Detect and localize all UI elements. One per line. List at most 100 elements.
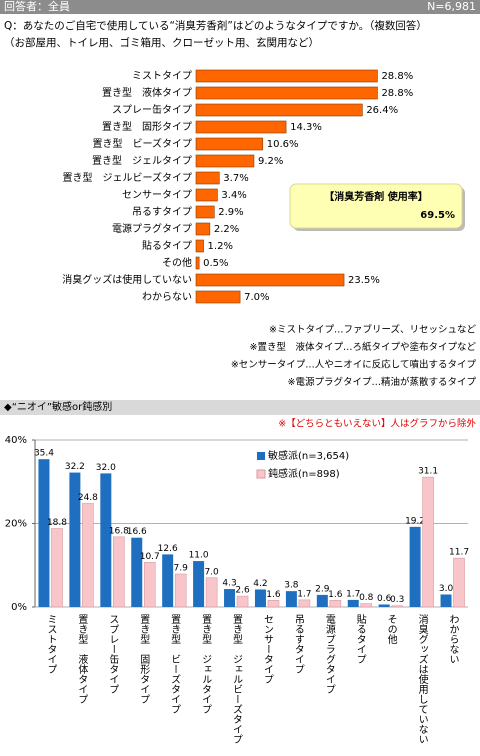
value-label: 28.8%	[381, 88, 413, 99]
legend-swatch	[256, 469, 266, 479]
value-label: 16.8	[109, 526, 129, 536]
bar	[267, 600, 280, 608]
bar	[195, 188, 218, 202]
sample-size: N=6,981	[427, 0, 476, 13]
category-label: センサータイプ	[122, 189, 192, 201]
bar	[38, 459, 50, 607]
value-label: 10.7	[140, 552, 160, 562]
x-tick-label: 消臭グッズは使用していない	[416, 613, 428, 744]
x-tick-label: 電源プラグタイプ	[323, 614, 335, 694]
bar	[195, 290, 241, 304]
value-label: 12.6	[158, 544, 178, 554]
category-label: ミストタイプ	[132, 70, 192, 82]
header-bar	[0, 0, 480, 14]
value-label: 3.0	[439, 584, 454, 594]
bar	[224, 589, 236, 607]
bar	[453, 557, 465, 608]
bar	[195, 86, 378, 100]
bar	[378, 604, 390, 607]
x-tick-label: 貼るタイプ	[354, 613, 366, 664]
value-label: 0.6	[377, 594, 392, 604]
bar	[193, 561, 205, 607]
bar	[195, 273, 345, 287]
bar	[422, 476, 434, 608]
bar	[131, 537, 143, 607]
value-label: 11.7	[449, 548, 469, 558]
y-tick-label: 20%	[5, 519, 27, 530]
value-label: 19.2	[405, 516, 425, 526]
value-label: 16.6	[127, 527, 147, 537]
bar	[195, 69, 378, 83]
y-tick-label: 40%	[5, 435, 27, 446]
bar	[236, 595, 249, 608]
legend-label: 敏感派(n=3,654)	[268, 449, 349, 462]
bar	[347, 599, 359, 607]
section-bar	[0, 400, 480, 415]
value-label: 35.4	[34, 449, 54, 459]
bar	[195, 154, 255, 168]
value-label: 2.9%	[218, 207, 243, 218]
bar	[51, 528, 63, 608]
value-label: 4.3	[222, 579, 236, 589]
bar	[143, 562, 156, 608]
value-label: 32.2	[65, 462, 85, 472]
value-label: 28.8%	[381, 71, 413, 82]
value-label: 0.3	[390, 595, 404, 605]
respondents: 回答者：全員	[4, 0, 70, 13]
bar	[298, 599, 311, 608]
bar	[195, 137, 264, 151]
value-label: 2.6	[235, 586, 250, 596]
bar	[195, 120, 287, 134]
x-tick-label: ミストタイプ	[45, 614, 57, 674]
value-label: 7.9	[174, 564, 189, 574]
value-label: 18.8	[47, 518, 67, 528]
bar	[316, 594, 328, 607]
value-label: 1.6	[328, 590, 343, 600]
bar	[195, 239, 204, 253]
bar	[100, 473, 112, 607]
value-label: 3.8	[284, 581, 299, 591]
category-label: その他	[162, 256, 192, 269]
value-label: 23.5%	[348, 275, 380, 286]
value-label: 0.5%	[203, 258, 228, 269]
value-label: 2.9	[315, 584, 330, 594]
value-label: 3.7%	[223, 173, 248, 184]
value-label: 14.3%	[290, 122, 322, 133]
x-tick-label: 置き型 ジェルビーズタイプ	[231, 614, 243, 744]
legend-label: 鈍感派(n=898)	[268, 467, 340, 480]
value-label: 4.2	[253, 579, 267, 589]
x-tick-label: スプレー缶タイプ	[107, 614, 119, 694]
x-tick-label: 置き型 ジェルタイプ	[200, 614, 212, 714]
x-tick-label: 吊るすタイプ	[292, 614, 304, 674]
value-label: 11.0	[189, 551, 209, 561]
bar	[174, 573, 187, 608]
footnote: ※電源プラグタイプ…精油が蒸散するタイプ	[288, 376, 477, 388]
category-label: 置き型 ジェルタイプ	[92, 154, 192, 167]
footnote: ※ミストタイプ…ファブリーズ、リセッシュなど	[269, 324, 476, 336]
category-label: 置き型 ジェルビーズタイプ	[63, 171, 193, 184]
bar	[195, 222, 211, 236]
bar	[195, 205, 215, 219]
bar	[113, 536, 125, 608]
x-tick-label: 置き型 ビーズタイプ	[169, 614, 181, 714]
value-label: 24.8	[78, 493, 98, 503]
y-tick-label: 0%	[11, 602, 27, 613]
value-label: 7.0%	[244, 292, 269, 303]
chart-title: ◆“ニオイ”敏感or鈍感別	[4, 400, 112, 413]
value-label: 1.6	[266, 590, 281, 600]
bar	[195, 171, 220, 185]
callout-box	[289, 183, 463, 229]
value-label: 32.0	[96, 463, 116, 473]
value-label: 7.0	[204, 567, 219, 577]
x-tick-label: その他	[385, 614, 397, 645]
category-label: 吊るすタイプ	[132, 206, 192, 218]
value-label: 31.1	[418, 467, 438, 477]
bar	[285, 591, 297, 607]
callout-value: 69.5%	[420, 210, 455, 221]
legend-box	[252, 447, 362, 483]
chart-title: Q：あなたのご自宅で使用している“消臭芳香剤”はどのようなタイプですか。（複数回…	[4, 19, 427, 32]
value-label: 10.6%	[267, 139, 299, 150]
legend-swatch	[257, 452, 265, 460]
value-label: 1.2%	[208, 241, 233, 252]
